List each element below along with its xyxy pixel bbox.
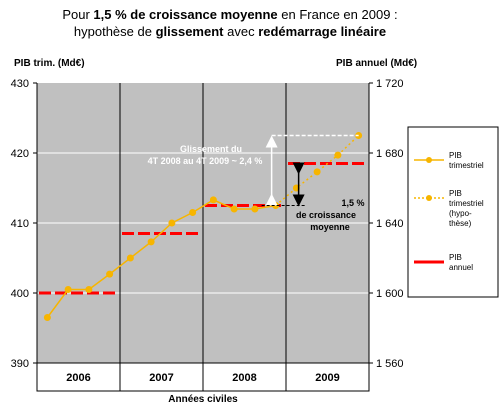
quarterly-point-2006-q3 <box>85 286 93 293</box>
quarterly-point-2007-q2 <box>147 238 155 246</box>
y-left-tick-label: 420 <box>11 148 29 160</box>
y-left-tick-label: 430 <box>11 78 29 90</box>
legend-label-hypothesis-2: trimestriel <box>449 199 484 208</box>
legend-label-hypothesis-4: thèse) <box>449 219 472 228</box>
quarterly-point-2006-q2 <box>64 286 72 293</box>
category-label-2007: 2007 <box>149 372 173 384</box>
quarterly-series <box>43 196 280 321</box>
legend-label-annual-2: annuel <box>449 263 473 272</box>
x-axis-title: Années civiles <box>168 394 238 405</box>
croissance-label-1: 1,5 % <box>341 198 364 208</box>
y-right-tick-label: 1 600 <box>376 288 404 300</box>
y-right-axis-title: PIB annuel (Md€) <box>336 58 417 69</box>
quarterly-point-2007-q4 <box>189 209 197 216</box>
legend-label-hypothesis-1: PIB <box>449 189 462 198</box>
legend-marker-quarterly <box>426 157 432 163</box>
y-right-ticks: 1 560 1 600 1 640 1 680 1 720 <box>368 78 404 370</box>
legend-label-quarterly-1: PIB <box>449 151 462 160</box>
legend-label-annual-1: PIB <box>449 253 462 262</box>
annotations: Glissement du 4T 2008 au 4T 2009 ~ 2,4 %… <box>148 134 365 232</box>
legend-label-hypothesis-3: (hypo- <box>449 209 472 218</box>
category-label-2008: 2008 <box>232 372 256 384</box>
category-label-2009: 2009 <box>315 372 339 384</box>
category-label-2006: 2006 <box>66 372 90 384</box>
legend-box <box>407 126 499 298</box>
legend-label-quarterly-2: trimestriel <box>449 161 484 170</box>
quarterly-point-2008-q3 <box>251 205 259 213</box>
legend: PIB trimestriel PIB trimestriel (hypo- t… <box>407 126 499 298</box>
y-right-tick-label: 1 640 <box>376 218 404 230</box>
y-left-tick-label: 400 <box>11 288 29 300</box>
hypothesis-point-2009-q2 <box>313 168 321 176</box>
legend-marker-hypothesis <box>426 195 432 201</box>
quarterly-point-2007-q1 <box>126 254 134 262</box>
glissement-label-1: Glissement du <box>180 144 242 154</box>
chart-title: Pour 1,5 % de croissance moyenne en Fran… <box>62 7 398 39</box>
quarterly-point-2006-q1 <box>43 314 51 321</box>
hypothesis-point-2009-q3 <box>334 151 342 159</box>
quarterly-point-2008-q2 <box>230 205 238 213</box>
croissance-label-2: de croissance <box>296 210 356 220</box>
category-labels: 2006 2007 2008 2009 <box>66 83 340 391</box>
quarterly-point-2006-q4 <box>106 270 114 278</box>
y-left-axis-title: PIB trim. (Md€) <box>14 58 85 69</box>
croissance-label-3: moyenne <box>310 222 350 232</box>
y-left-ticks: 390 400 410 420 430 <box>11 78 38 370</box>
y-right-tick-label: 1 680 <box>376 148 404 160</box>
y-right-tick-label: 1 560 <box>376 358 404 370</box>
quarterly-point-2008-q1 <box>209 196 217 204</box>
quarterly-point-2007-q3 <box>168 219 176 227</box>
y-left-tick-label: 390 <box>11 358 29 370</box>
y-left-tick-label: 410 <box>11 218 29 230</box>
glissement-label-2: 4T 2008 au 4T 2009 ~ 2,4 % <box>148 156 263 166</box>
y-right-tick-label: 1 720 <box>376 78 404 90</box>
